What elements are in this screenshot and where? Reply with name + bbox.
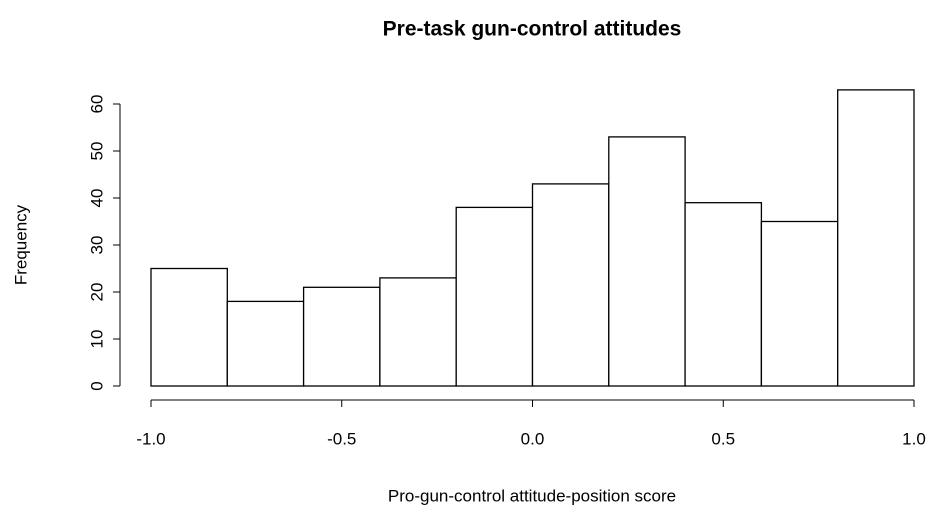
chart-title: Pre-task gun-control attitudes xyxy=(383,18,682,41)
bar xyxy=(455,206,534,387)
bar xyxy=(379,277,457,387)
y-tick-label: 20 xyxy=(87,283,106,302)
bar xyxy=(302,286,381,387)
bar xyxy=(150,267,228,387)
bar xyxy=(531,183,610,387)
x-tick-label: 0.0 xyxy=(521,429,545,448)
y-tick-label: 60 xyxy=(87,95,106,114)
x-tick-label: -1.0 xyxy=(136,429,165,448)
bar xyxy=(608,136,686,387)
x-tick-label: -0.5 xyxy=(327,429,356,448)
x-axis-label: Pro-gun-control attitude-position score xyxy=(388,486,676,505)
bar xyxy=(684,202,763,387)
bar xyxy=(226,300,305,387)
x-tick-label: 1.0 xyxy=(902,429,926,448)
y-tick-label: 50 xyxy=(87,142,106,161)
x-tick-label: 0.5 xyxy=(711,429,735,448)
y-tick-label: 10 xyxy=(87,330,106,349)
bar xyxy=(760,220,839,387)
y-tick-label: 30 xyxy=(87,236,106,255)
y-axis-label: Frequency xyxy=(11,204,30,285)
y-tick-label: 0 xyxy=(87,381,106,390)
y-tick-label: 40 xyxy=(87,189,106,208)
bar xyxy=(837,89,915,387)
